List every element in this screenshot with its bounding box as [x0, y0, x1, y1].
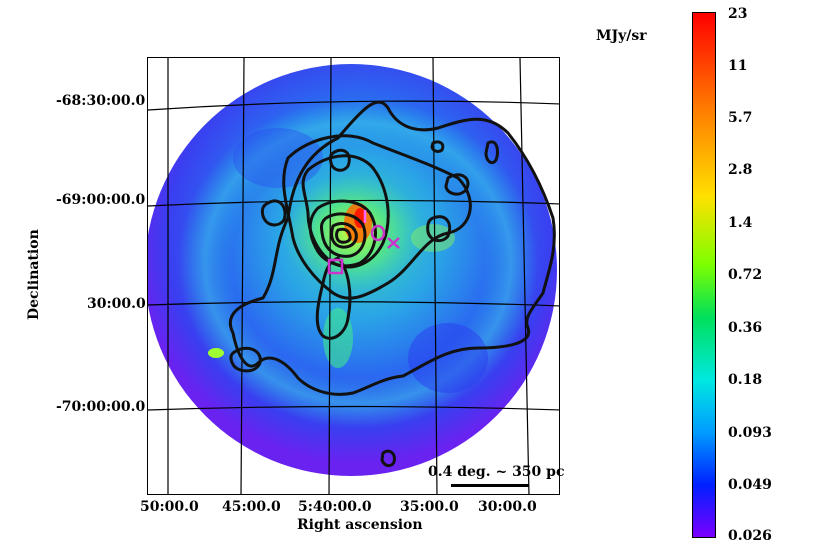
contour-10 [426, 215, 452, 243]
ra-axis-title: Right ascension [297, 517, 423, 533]
contour-9 [328, 148, 351, 172]
map-image [148, 58, 559, 494]
ra-label-3: 5:40:00.0 [298, 499, 372, 515]
colorbar [692, 12, 716, 538]
colorbar-tick: 0.18 [728, 372, 763, 388]
contour-6 [330, 222, 358, 249]
ra-label-4: 35:00.0 [400, 499, 459, 515]
colorbar-tick: 0.026 [728, 528, 772, 544]
marker-square[interactable] [327, 258, 344, 275]
contour-4 [308, 199, 377, 268]
contour-3 [301, 154, 390, 269]
void-1 [408, 323, 488, 393]
ra-label-1: 50:00.0 [140, 499, 199, 515]
colorbar-tick: 11 [728, 58, 748, 74]
contour-16 [380, 449, 396, 468]
contour-5 [319, 212, 367, 258]
colorbar-tick: 0.72 [728, 267, 763, 283]
filament-2 [208, 348, 224, 358]
dec-label-2: -69:00:00.0 [56, 192, 146, 208]
scale-bar-label: 0.4 deg. ~ 350 pc [428, 464, 565, 480]
coordinate-grid [148, 58, 559, 494]
marker-cross[interactable] [387, 237, 400, 249]
contour-outer [228, 100, 556, 396]
dec-label-4: -70:00:00.0 [56, 399, 146, 415]
colorbar-unit: MJy/sr [596, 28, 647, 44]
contour-13 [444, 173, 470, 196]
void-2 [233, 128, 323, 188]
contour-7 [335, 227, 352, 244]
contour-2 [282, 134, 472, 300]
source-markers [327, 210, 400, 275]
map-panel[interactable] [147, 57, 560, 495]
contour-12 [484, 140, 500, 165]
contour-8 [260, 199, 287, 227]
dec-label-3: 30:00.0 [87, 296, 146, 312]
marker-circle[interactable] [370, 224, 386, 242]
colorbar-tick: 23 [728, 6, 748, 22]
contour-15 [315, 256, 352, 340]
contour-lines [228, 100, 556, 468]
dec-label-1: -68:30:00.0 [56, 93, 146, 109]
colorbar-tick: 0.093 [728, 425, 772, 441]
dec-axis-title: Declination [26, 229, 42, 320]
colorbar-tick: 5.7 [728, 110, 753, 126]
contour-14 [229, 346, 262, 373]
colorbar-tick: 2.8 [728, 162, 753, 178]
ra-label-5: 30:00.0 [478, 499, 537, 515]
scale-bar [451, 484, 529, 487]
colorbar-tick: 0.36 [728, 320, 763, 336]
colorbar-tick: 0.049 [728, 477, 772, 493]
contour-11 [430, 140, 445, 153]
colorbar-tick: 1.4 [728, 215, 753, 231]
ra-label-2: 45:00.0 [222, 499, 281, 515]
